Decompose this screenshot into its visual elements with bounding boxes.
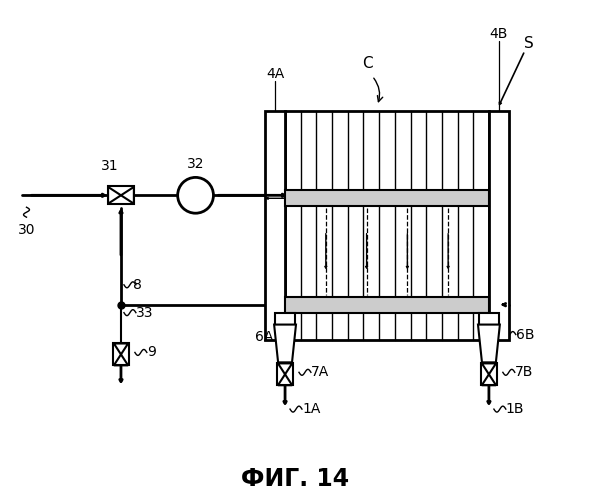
Bar — [285, 111, 489, 340]
Polygon shape — [278, 374, 292, 385]
Bar — [489, 111, 509, 340]
Polygon shape — [114, 344, 128, 354]
Polygon shape — [278, 364, 292, 374]
Text: 30: 30 — [18, 223, 35, 237]
Text: 6A: 6A — [255, 330, 274, 344]
Text: 6B: 6B — [516, 328, 535, 342]
Text: 33: 33 — [136, 306, 153, 320]
Text: 4A: 4A — [266, 67, 284, 81]
Circle shape — [178, 178, 214, 213]
Bar — [265, 111, 285, 340]
Text: P: P — [190, 188, 201, 203]
Polygon shape — [274, 324, 296, 362]
Text: 4B: 4B — [490, 27, 508, 41]
Text: 32: 32 — [187, 158, 204, 172]
Bar — [479, 312, 499, 324]
Bar — [285, 190, 489, 206]
Bar — [277, 364, 293, 385]
Polygon shape — [478, 324, 500, 362]
Text: 8: 8 — [133, 278, 142, 292]
Text: C: C — [362, 56, 372, 71]
Text: 1B: 1B — [506, 402, 525, 416]
Polygon shape — [108, 187, 121, 204]
Text: 9: 9 — [147, 346, 156, 360]
Bar — [108, 186, 134, 204]
Text: S: S — [524, 36, 533, 51]
Text: 7A: 7A — [311, 366, 329, 380]
Polygon shape — [121, 187, 134, 204]
Bar — [275, 312, 295, 324]
Text: ФИГ. 14: ФИГ. 14 — [241, 466, 349, 490]
Bar — [113, 344, 129, 365]
Polygon shape — [482, 364, 496, 374]
Text: 7B: 7B — [514, 366, 533, 380]
Polygon shape — [482, 374, 496, 385]
Bar — [285, 296, 489, 312]
Polygon shape — [114, 354, 128, 366]
Text: 1A: 1A — [302, 402, 320, 416]
Bar — [481, 364, 497, 385]
Text: 31: 31 — [101, 160, 119, 173]
